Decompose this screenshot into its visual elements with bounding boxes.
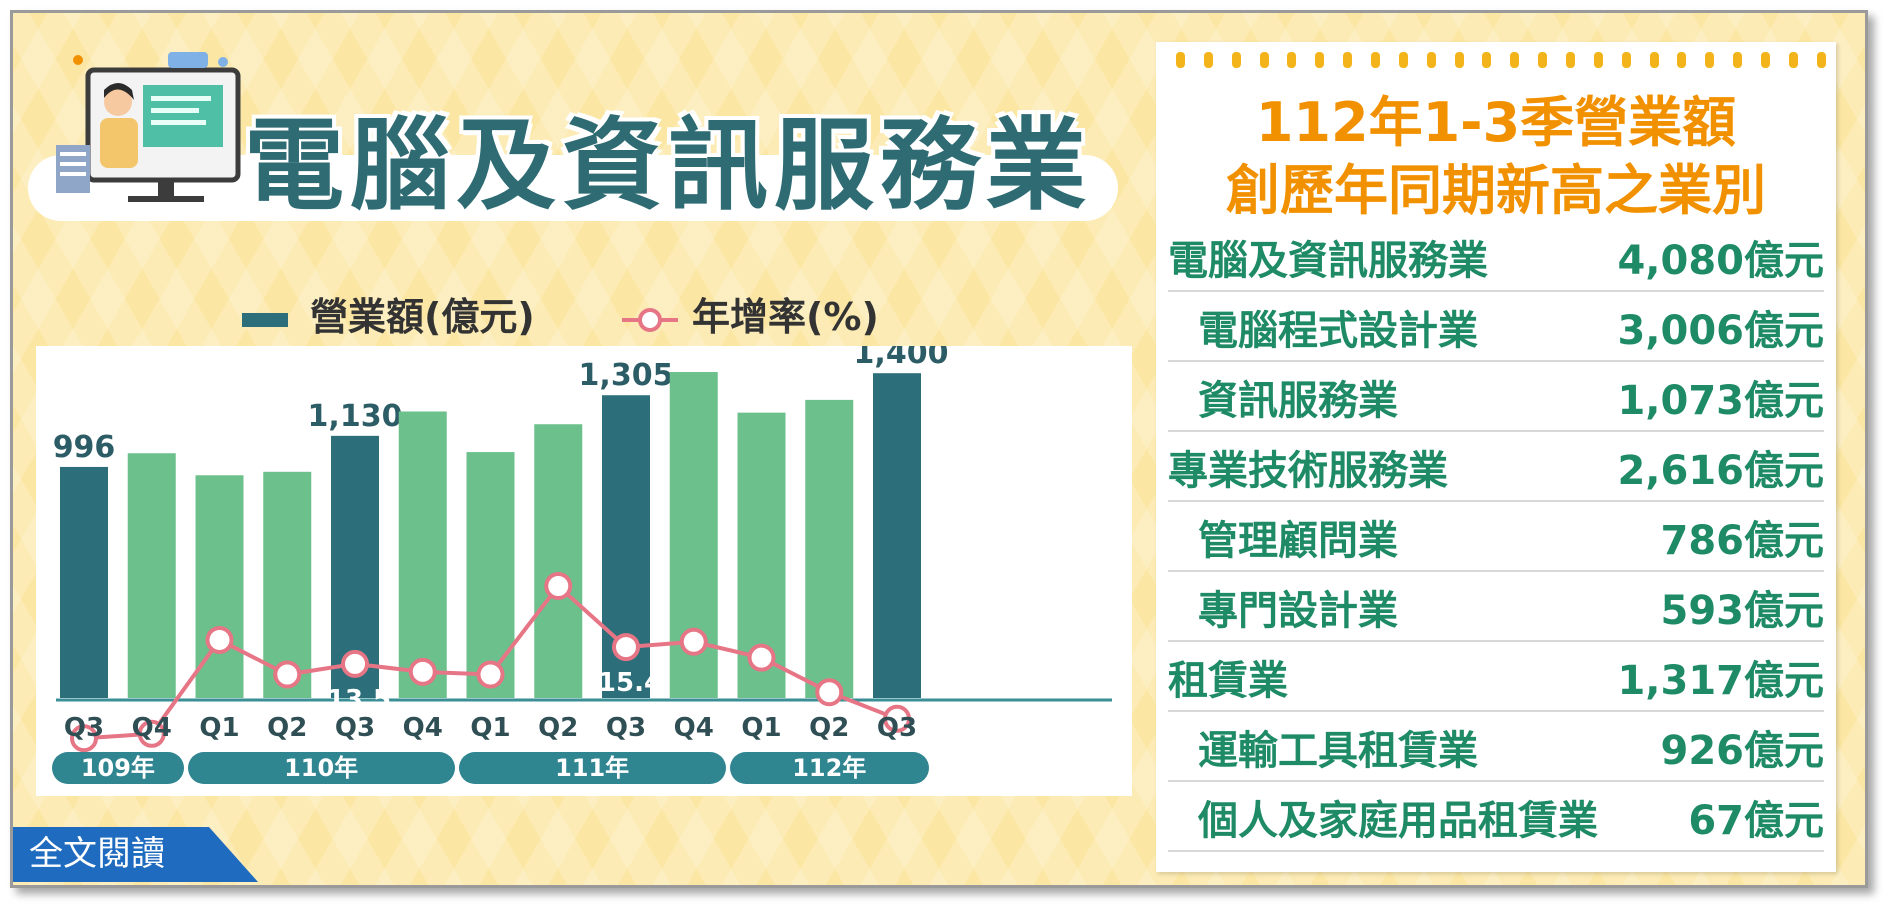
- page-title: 電腦及資訊服務業: [244, 107, 1092, 224]
- x-tick-label: Q1: [741, 713, 781, 743]
- growth-data-label: 15.4: [598, 668, 662, 698]
- revenue-bar: [466, 452, 515, 698]
- x-tick-label: Q4: [132, 713, 172, 743]
- x-tick-label: Q3: [64, 713, 104, 743]
- summary-heading-line1: 112年1-3季營業額: [1255, 91, 1737, 154]
- growth-rate-point: [747, 643, 776, 672]
- revenue-data-label: 1,130: [308, 399, 403, 434]
- summary-row-name: 電腦及資訊服務業: [1168, 238, 1488, 284]
- revenue-data-label: 996: [53, 430, 116, 465]
- revenue-bar: [534, 424, 583, 698]
- summary-row-value: 926億元: [1660, 728, 1825, 774]
- summary-row: 專門設計業 593億元: [1168, 570, 1824, 642]
- legend-bar-swatch: [242, 312, 288, 327]
- legend-line-swatch: [622, 307, 678, 332]
- summary-row: 運輸工具租賃業 926億元: [1168, 710, 1824, 782]
- summary-panel: 112年1-3季營業額 創歷年同期新高之業別 電腦及資訊服務業 4,080億元 電腦…: [1156, 42, 1836, 872]
- growth-rate-point: [476, 660, 505, 689]
- summary-row-value: 4,080億元: [1617, 238, 1824, 284]
- summary-row: 電腦程式設計業 3,006億元: [1168, 290, 1824, 362]
- x-tick-label: Q3: [877, 713, 917, 743]
- summary-row: 租賃業 1,317億元: [1168, 640, 1824, 712]
- summary-row-name: 運輸工具租賃業: [1198, 728, 1478, 774]
- read-full-text-button[interactable]: 全文閱讀: [13, 827, 258, 882]
- legend-item-revenue: 營業額(億元): [242, 286, 535, 341]
- x-tick-label: Q3: [606, 713, 646, 743]
- x-tick-label: Q3: [335, 713, 375, 743]
- summary-row: 資訊服務業 1,073億元: [1168, 360, 1824, 432]
- growth-rate-point: [408, 657, 437, 686]
- year-group-label: 109年: [52, 752, 184, 784]
- growth-rate-point: [341, 649, 369, 678]
- computer-illustration-icon: [56, 52, 241, 202]
- notebook-binding: [1176, 52, 1826, 70]
- summary-row: 專業技術服務業 2,616億元: [1168, 430, 1824, 502]
- x-tick-label: Q4: [403, 713, 443, 743]
- revenue-bar: [60, 466, 108, 698]
- revenue-bar: [263, 471, 312, 698]
- year-group-label: 112年: [729, 752, 929, 784]
- revenue-chart: 9961,1301,3051,4005.113.515.47.3Q3Q4Q1Q2…: [53, 346, 1112, 789]
- year-group-label: 110年: [187, 752, 455, 784]
- revenue-bar: [127, 453, 176, 698]
- summary-row-name: 個人及家庭用品租賃業: [1198, 798, 1598, 844]
- growth-rate-point: [679, 627, 708, 656]
- summary-row-value: 1,073億元: [1617, 378, 1824, 424]
- summary-row-value: 2,616億元: [1617, 448, 1824, 494]
- x-tick-label: Q2: [538, 713, 578, 743]
- revenue-bar: [398, 411, 447, 698]
- x-tick-label: Q1: [199, 713, 239, 743]
- x-tick-label: Q2: [809, 713, 849, 743]
- legend-line-label: 年增率(%): [692, 295, 879, 339]
- growth-rate-point: [205, 625, 234, 654]
- growth-rate-point: [612, 633, 640, 662]
- legend-bar-label: 營業額(億元): [310, 295, 535, 339]
- summary-row: 個人及家庭用品租賃業 67億元: [1168, 780, 1824, 852]
- growth-rate-point: [544, 572, 573, 600]
- x-tick-label: Q2: [267, 713, 307, 743]
- summary-row-name: 電腦程式設計業: [1198, 308, 1478, 354]
- growth-rate-point: [137, 719, 166, 748]
- growth-rate-point: [815, 678, 844, 707]
- summary-row-value: 593億元: [1660, 588, 1825, 634]
- revenue-bar: [873, 373, 921, 698]
- summary-row-name: 租賃業: [1168, 658, 1288, 704]
- summary-row-value: 786億元: [1660, 518, 1825, 564]
- growth-data-label: 13.5: [327, 685, 391, 715]
- x-tick-label: Q1: [470, 713, 510, 743]
- summary-row-name: 專門設計業: [1198, 588, 1398, 634]
- revenue-bar: [805, 399, 854, 698]
- summary-row: 管理顧問業 786億元: [1168, 500, 1824, 572]
- summary-row-value: 1,317億元: [1617, 658, 1824, 704]
- legend-item-growth: 年增率(%): [622, 286, 879, 341]
- summary-row: 電腦及資訊服務業 4,080億元: [1168, 220, 1824, 292]
- summary-heading-line2: 創歷年同期新高之業別: [1226, 159, 1766, 222]
- summary-row-name: 管理顧問業: [1198, 518, 1398, 564]
- summary-row-value: 3,006億元: [1617, 308, 1824, 354]
- growth-rate-point: [273, 660, 302, 689]
- year-group-label: 111年: [458, 752, 726, 784]
- revenue-data-label: 1,305: [579, 358, 674, 393]
- growth-rate-point: [883, 704, 911, 733]
- growth-rate-point: [70, 724, 98, 753]
- summary-row-value: 67億元: [1688, 798, 1824, 844]
- x-tick-label: Q4: [674, 713, 714, 743]
- summary-row-name: 資訊服務業: [1198, 378, 1398, 424]
- chart-area: 9961,1301,3051,4005.113.515.47.3Q3Q4Q1Q2…: [36, 346, 1132, 796]
- summary-row-name: 專業技術服務業: [1168, 448, 1448, 494]
- revenue-data-label: 1,400: [854, 346, 949, 371]
